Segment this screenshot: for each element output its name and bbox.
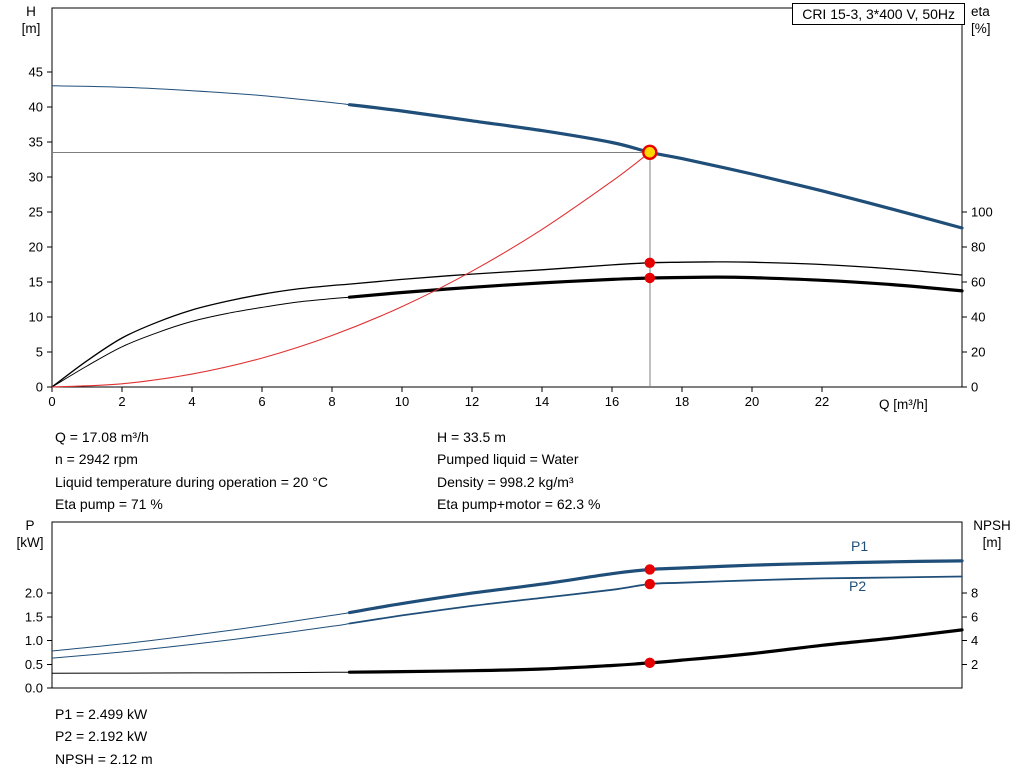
eta-pump-curve xyxy=(51,261,963,388)
npsh-axis-title: NPSH [m] xyxy=(964,517,1020,551)
eta-axis-title: eta [%] xyxy=(971,3,1019,37)
x-tick-label: 10 xyxy=(395,394,409,409)
pumped-liquid-text: Pumped liquid = Water xyxy=(437,451,579,468)
head-axis-title: H [m] xyxy=(12,3,50,37)
h-curve-curve xyxy=(347,103,964,230)
p2-curve-thin xyxy=(51,623,350,659)
pump-model-title: CRI 15-3, 3*400 V, 50Hz xyxy=(792,3,965,25)
duty-point[interactable] xyxy=(642,144,658,161)
eta-pump-motor-text: Eta pump+motor = 62.3 % xyxy=(437,496,601,513)
x-tick-label: 8 xyxy=(328,394,335,409)
x-tick-label: 0 xyxy=(48,394,55,409)
p1-curve-thin xyxy=(51,612,350,652)
right-tick-label: 20 xyxy=(971,345,985,360)
left-tick-label: 5 xyxy=(36,344,43,359)
left-tick-label: 1.5 xyxy=(25,609,43,624)
npsh-curve xyxy=(347,628,964,674)
left-tick-label: 10 xyxy=(29,309,43,324)
duty-info-left: Q = 17.08 m³/h n = 2942 rpm Liquid tempe… xyxy=(55,426,328,516)
head-axis-symbol: H xyxy=(26,4,36,19)
npsh-text: NPSH = 2.12 m xyxy=(55,750,153,767)
operating-dot xyxy=(644,657,655,669)
operating-dot xyxy=(644,272,655,284)
h-curve-curve-thin xyxy=(51,85,350,106)
left-tick-label: 0 xyxy=(36,380,43,395)
left-tick-label: 30 xyxy=(29,169,43,184)
eta-pump-text: Eta pump = 71 % xyxy=(55,496,163,513)
npsh-curve-thin xyxy=(51,671,350,674)
duty-info-right: H = 33.5 m Pumped liquid = Water Density… xyxy=(437,426,600,516)
head-text: H = 33.5 m xyxy=(437,429,506,445)
plot-frame xyxy=(51,7,963,388)
right-tick-label: 40 xyxy=(971,310,985,325)
p2-text: P2 = 2.192 kW xyxy=(55,728,148,745)
left-tick-label: 40 xyxy=(29,99,43,114)
right-tick-label: 0 xyxy=(971,380,978,395)
x-tick-label: 22 xyxy=(815,394,829,409)
right-tick-label: 60 xyxy=(971,275,985,290)
p2-curve xyxy=(348,575,963,625)
plot-frame xyxy=(51,521,963,689)
p1-curve xyxy=(347,559,964,615)
right-tick-label: 100 xyxy=(971,205,993,220)
x-tick-label: 20 xyxy=(745,394,759,409)
left-tick-label: 35 xyxy=(29,134,43,149)
right-tick-label: 4 xyxy=(971,633,978,648)
system-curve-curve xyxy=(51,151,651,388)
left-tick-label: 1.0 xyxy=(25,633,43,648)
x-tick-label: 4 xyxy=(188,394,195,409)
power-axis-unit: [kW] xyxy=(16,535,44,550)
left-tick-label: 45 xyxy=(29,64,43,79)
x-tick-label: 2 xyxy=(118,394,125,409)
density-text: Density = 998.2 kg/m³ xyxy=(437,473,574,490)
eta-pump-motor-curve-thin xyxy=(51,296,350,388)
left-tick-label: 20 xyxy=(29,239,43,254)
p1-text: P1 = 2.499 kW xyxy=(55,706,148,722)
operating-dot xyxy=(644,564,655,575)
eta-axis-symbol: eta xyxy=(971,4,990,19)
operating-dot xyxy=(644,257,655,268)
right-tick-label: 2 xyxy=(971,657,978,672)
speed-text: n = 2942 rpm xyxy=(55,451,138,468)
flow-text: Q = 17.08 m³/h xyxy=(55,429,149,445)
power-axis-symbol: P xyxy=(25,518,35,533)
left-tick-label: 2.0 xyxy=(25,586,43,601)
eta-axis-unit: [%] xyxy=(971,21,991,36)
left-tick-label: 25 xyxy=(29,204,43,219)
p1-series-label: P1 xyxy=(851,538,869,554)
right-tick-label: 80 xyxy=(971,240,985,255)
p2-series-label: P2 xyxy=(849,578,867,594)
x-tick-label: 14 xyxy=(535,394,549,409)
left-tick-label: 0.5 xyxy=(25,657,43,672)
head-axis-unit: [m] xyxy=(21,21,41,36)
liquid-temperature-text: Liquid temperature during operation = 20… xyxy=(55,473,328,490)
x-tick-label: 16 xyxy=(605,394,619,409)
operating-dot xyxy=(644,578,655,590)
x-tick-label: 18 xyxy=(675,394,689,409)
power-axis-title: P [kW] xyxy=(8,517,52,551)
left-tick-label: 15 xyxy=(29,274,43,289)
left-tick-label: 0.0 xyxy=(25,681,43,696)
x-tick-label: 12 xyxy=(465,394,479,409)
eta-pump-motor-curve xyxy=(347,275,964,299)
npsh-axis-symbol: NPSH xyxy=(973,518,1011,533)
right-tick-label: 8 xyxy=(971,586,978,601)
npsh-axis-unit: [m] xyxy=(982,535,1002,550)
power-info: P1 = 2.499 kW P2 = 2.192 kW NPSH = 2.12 … xyxy=(55,703,153,770)
right-tick-label: 6 xyxy=(971,609,978,624)
x-tick-label: 6 xyxy=(258,394,265,409)
flow-axis-title: Q [m³/h] xyxy=(879,397,928,412)
